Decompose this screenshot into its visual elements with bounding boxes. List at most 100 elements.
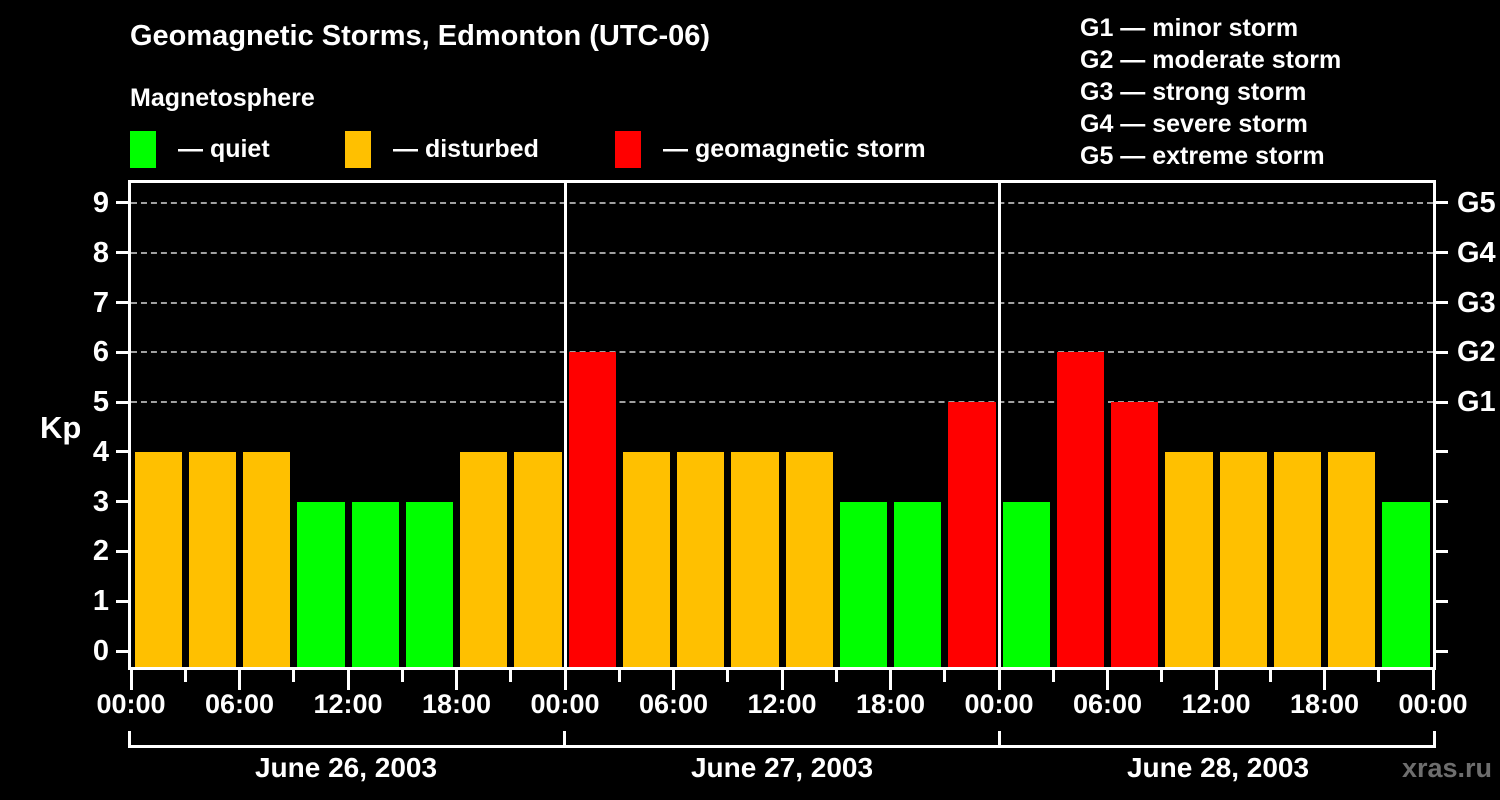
x-axis-time-label: 06:00 [1072, 689, 1143, 719]
legend-label-storm: — geomagnetic storm [663, 135, 926, 163]
x-axis-tick-major [1431, 670, 1435, 690]
x-axis-time-label: 06:00 [204, 689, 275, 719]
x-axis-tick-major [455, 670, 458, 690]
kp-bar-day3-slot4 [1165, 451, 1213, 667]
kp-bar-day1-slot6 [405, 501, 453, 667]
kp-bar-day1-slot7 [460, 451, 508, 667]
kp-bar-day2-slot4 [731, 451, 779, 667]
gridline-kp9 [131, 201, 1433, 204]
g-axis-label-g4: G4 [1457, 236, 1496, 269]
kp-bar-day1-slot8 [514, 451, 562, 667]
y-axis-tick-right [1436, 251, 1448, 255]
x-axis-tick-major [1323, 670, 1326, 690]
watermark-link[interactable]: xras.ru [1401, 753, 1492, 783]
x-axis-tick-minor [1160, 670, 1164, 682]
y-axis-tick-left [116, 450, 128, 454]
y-axis-tick-label: 3 [92, 485, 109, 518]
kp-bar-day2-slot7 [894, 501, 942, 667]
x-axis-tick-major [780, 670, 784, 690]
kp-bar-day2-slot2 [622, 451, 670, 667]
x-axis-tick-major [997, 670, 1001, 690]
gridline-kp7 [131, 301, 1433, 304]
kp-bar-day1-slot5 [351, 501, 399, 667]
g-axis-label-g2: G2 [1457, 336, 1496, 369]
y-axis-tick-left [116, 649, 128, 653]
kp-bar-day1-slot2 [188, 451, 236, 667]
kp-bar-day1-slot4 [297, 501, 345, 667]
y-axis-tick-label: 4 [92, 435, 109, 468]
x-axis-tick-major [1214, 670, 1218, 690]
date-bracket-segment [563, 731, 998, 748]
x-axis-tick-major [1106, 670, 1109, 690]
date-label: June 27, 2003 [690, 752, 874, 783]
y-axis-tick-label: 9 [92, 186, 109, 219]
x-axis-time-label: 00:00 [96, 689, 166, 719]
y-axis-tick-left [116, 599, 128, 603]
x-axis-tick-minor [726, 670, 730, 682]
kp-bar-day3-slot6 [1273, 451, 1321, 667]
x-axis-time-label: 00:00 [964, 689, 1034, 719]
x-axis-tick-minor [1377, 670, 1381, 682]
y-axis-tick-label: 1 [92, 585, 109, 618]
x-axis-tick-minor [834, 670, 838, 682]
kp-bar-day3-slot8 [1382, 501, 1430, 667]
y-axis-tick-label: 5 [92, 386, 109, 419]
y-axis-tick-right [1436, 599, 1448, 603]
y-axis-tick-left [116, 350, 128, 354]
date-label: June 28, 2003 [1126, 752, 1310, 783]
g-axis-label-g1: G1 [1457, 386, 1496, 419]
y-axis-tick-left [116, 251, 128, 255]
gridline-kp5 [131, 401, 1433, 404]
date-bracket [128, 731, 1436, 748]
gridline-kp6 [131, 351, 1433, 354]
gridline-kp8 [131, 251, 1433, 254]
plot-area: 0 1 2 3 4 5 6 7 8 9 G1 G2 G3 G4 G5 00:00 06:00 12:00 18:00… [93, 180, 1496, 719]
kp-bar-day1-slot1 [134, 451, 182, 667]
kp-bar-day2-slot6 [839, 501, 887, 667]
legend-swatch-disturbed-icon [345, 131, 371, 168]
g-axis-label-g3: G3 [1457, 286, 1496, 319]
y-axis-tick-left [116, 549, 128, 553]
date-label: June 26, 2003 [254, 752, 438, 783]
y-axis-tick-right [1436, 649, 1448, 653]
x-axis-tick-major [129, 670, 133, 690]
y-axis-tick-left [116, 201, 128, 205]
x-axis-time-label: 18:00 [1289, 689, 1360, 719]
x-axis-tick-minor [1051, 670, 1055, 682]
x-axis-tick-minor [400, 670, 404, 682]
kp-bar-day3-slot1 [1002, 501, 1050, 667]
y-axis-tick-left [116, 400, 128, 404]
chart-subtitle: Magnetosphere [130, 84, 315, 112]
kp-bar-day3-slot7 [1328, 451, 1376, 667]
x-axis-tick-minor [1268, 670, 1272, 682]
date-bracket-segment [128, 731, 563, 748]
legend-label-quiet: — quiet [178, 135, 270, 163]
date-labels-row: June 26, 2003 June 27, 2003 June 28, 2003 [128, 752, 1436, 784]
kp-bar-day3-slot5 [1219, 451, 1267, 667]
x-axis-tick-major [563, 670, 567, 690]
y-axis-tick-right [1436, 500, 1448, 504]
y-axis-tick-left [116, 301, 128, 305]
y-axis-tick-label: 8 [92, 236, 109, 269]
x-axis-tick-minor [617, 670, 621, 682]
legend-label-disturbed: — disturbed [393, 135, 539, 163]
x-axis-time-label: 12:00 [1181, 689, 1251, 719]
y-axis-tick-label: 6 [92, 336, 109, 369]
x-axis-tick-minor [183, 670, 187, 682]
x-axis-tick-major [672, 670, 675, 690]
x-axis-tick-major [889, 670, 892, 690]
day-separator [563, 183, 567, 667]
day-separator [997, 183, 1001, 667]
y-axis-tick-right [1436, 400, 1448, 404]
x-axis-tick-major [346, 670, 350, 690]
x-axis-time-label: 12:00 [747, 689, 817, 719]
x-axis-time-label: 06:00 [638, 689, 709, 719]
y-axis-tick-right [1436, 350, 1448, 354]
kp-bar-day3-slot2 [1056, 352, 1104, 667]
y-axis-tick-right [1436, 201, 1448, 205]
kp-bar-day2-slot1 [568, 352, 616, 667]
y-axis-tick-left [116, 500, 128, 504]
g-legend-item-g4: G4 — severe storm [1080, 110, 1308, 138]
x-axis-time-label: 00:00 [1398, 689, 1468, 719]
g-legend-item-g3: G3 — strong storm [1080, 78, 1307, 106]
